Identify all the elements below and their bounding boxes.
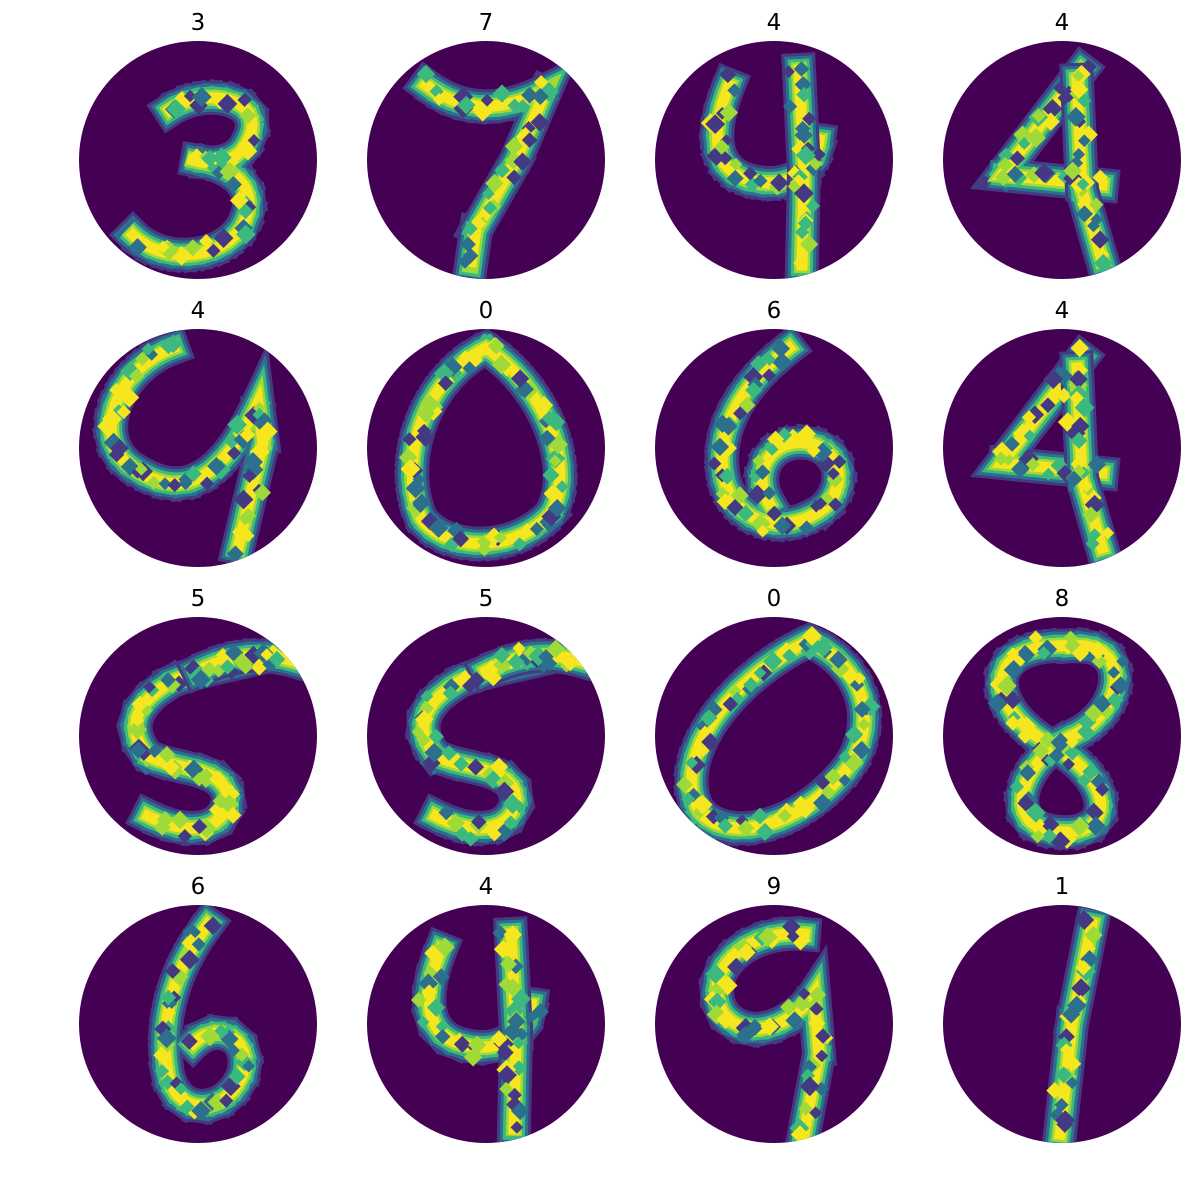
digit-strokes [1041, 905, 1113, 1143]
digit-panel: 6 [654, 296, 894, 567]
digit-disk-image [367, 329, 605, 567]
disk-background [943, 41, 1181, 279]
digit-panel: 6 [78, 872, 318, 1143]
digit-strokes [148, 905, 262, 1123]
digit-panel: 8 [942, 584, 1182, 855]
digit-disk-image [655, 329, 893, 567]
disk-background [943, 329, 1181, 567]
digit-disk-image [655, 617, 893, 855]
digit-panel-title: 4 [1054, 298, 1070, 324]
digit-strokes [970, 334, 1124, 567]
digit-panel-title: 0 [766, 586, 782, 612]
digit-panel-title: 6 [766, 298, 782, 324]
digit-panel-title: 0 [478, 298, 494, 324]
digit-disk-image [79, 905, 317, 1143]
digit-panel-title: 1 [1054, 874, 1070, 900]
digit-disk-image [367, 905, 605, 1143]
digit-strokes [118, 635, 315, 845]
digit-panel-title: 5 [190, 586, 206, 612]
digit-strokes [970, 46, 1124, 279]
digit-disk-image [79, 41, 317, 279]
digit-panel-title: 4 [1054, 10, 1070, 36]
digit-panel: 0 [366, 296, 606, 567]
digit-disk-image [655, 905, 893, 1143]
digit-disk-image [79, 617, 317, 855]
digit-strokes [700, 916, 837, 1143]
digit-strokes [674, 622, 882, 846]
disk-background [79, 617, 317, 855]
digit-disk-image [367, 41, 605, 279]
digit-disk-image [655, 41, 893, 279]
disk-background [655, 41, 893, 279]
digit-panel: 4 [942, 8, 1182, 279]
digit-disk-image [943, 905, 1181, 1143]
digit-panel-title: 4 [478, 874, 494, 900]
digit-panel: 5 [78, 584, 318, 855]
digit-strokes [700, 52, 839, 279]
digit-panel-title: 6 [190, 874, 206, 900]
disk-background [367, 905, 605, 1143]
digit-panel-title: 3 [190, 10, 206, 36]
digit-strokes [94, 329, 281, 567]
digit-disk-image [367, 617, 605, 855]
digit-panel: 3 [78, 8, 318, 279]
digit-strokes [410, 916, 551, 1143]
digit-panel: 4 [942, 296, 1182, 567]
digit-panel: 0 [654, 584, 894, 855]
digit-panel: 4 [654, 8, 894, 279]
digit-panel: 4 [366, 872, 606, 1143]
digit-strokes [395, 329, 577, 561]
digit-panel-title: 5 [478, 586, 494, 612]
digit-strokes [984, 628, 1133, 852]
digit-panel-title: 8 [1054, 586, 1070, 612]
digit-disk-image [943, 41, 1181, 279]
digit-panel: 1 [942, 872, 1182, 1143]
digit-panel-title: 4 [766, 10, 782, 36]
disk-background [367, 617, 605, 855]
digit-panel-title: 4 [190, 298, 206, 324]
digit-panel: 7 [366, 8, 606, 279]
digit-panel-title: 9 [766, 874, 782, 900]
digit-strokes [402, 54, 580, 279]
digit-disk-image [79, 329, 317, 567]
digit-strokes [108, 80, 269, 272]
digit-panel: 9 [654, 872, 894, 1143]
digit-disk-image [943, 617, 1181, 855]
digit-panel: 5 [366, 584, 606, 855]
digit-strokes [406, 635, 603, 847]
digit-panel-title: 7 [478, 10, 494, 36]
digit-disk-image [943, 329, 1181, 567]
digit-panel: 4 [78, 296, 318, 567]
digit-strokes [705, 329, 856, 541]
